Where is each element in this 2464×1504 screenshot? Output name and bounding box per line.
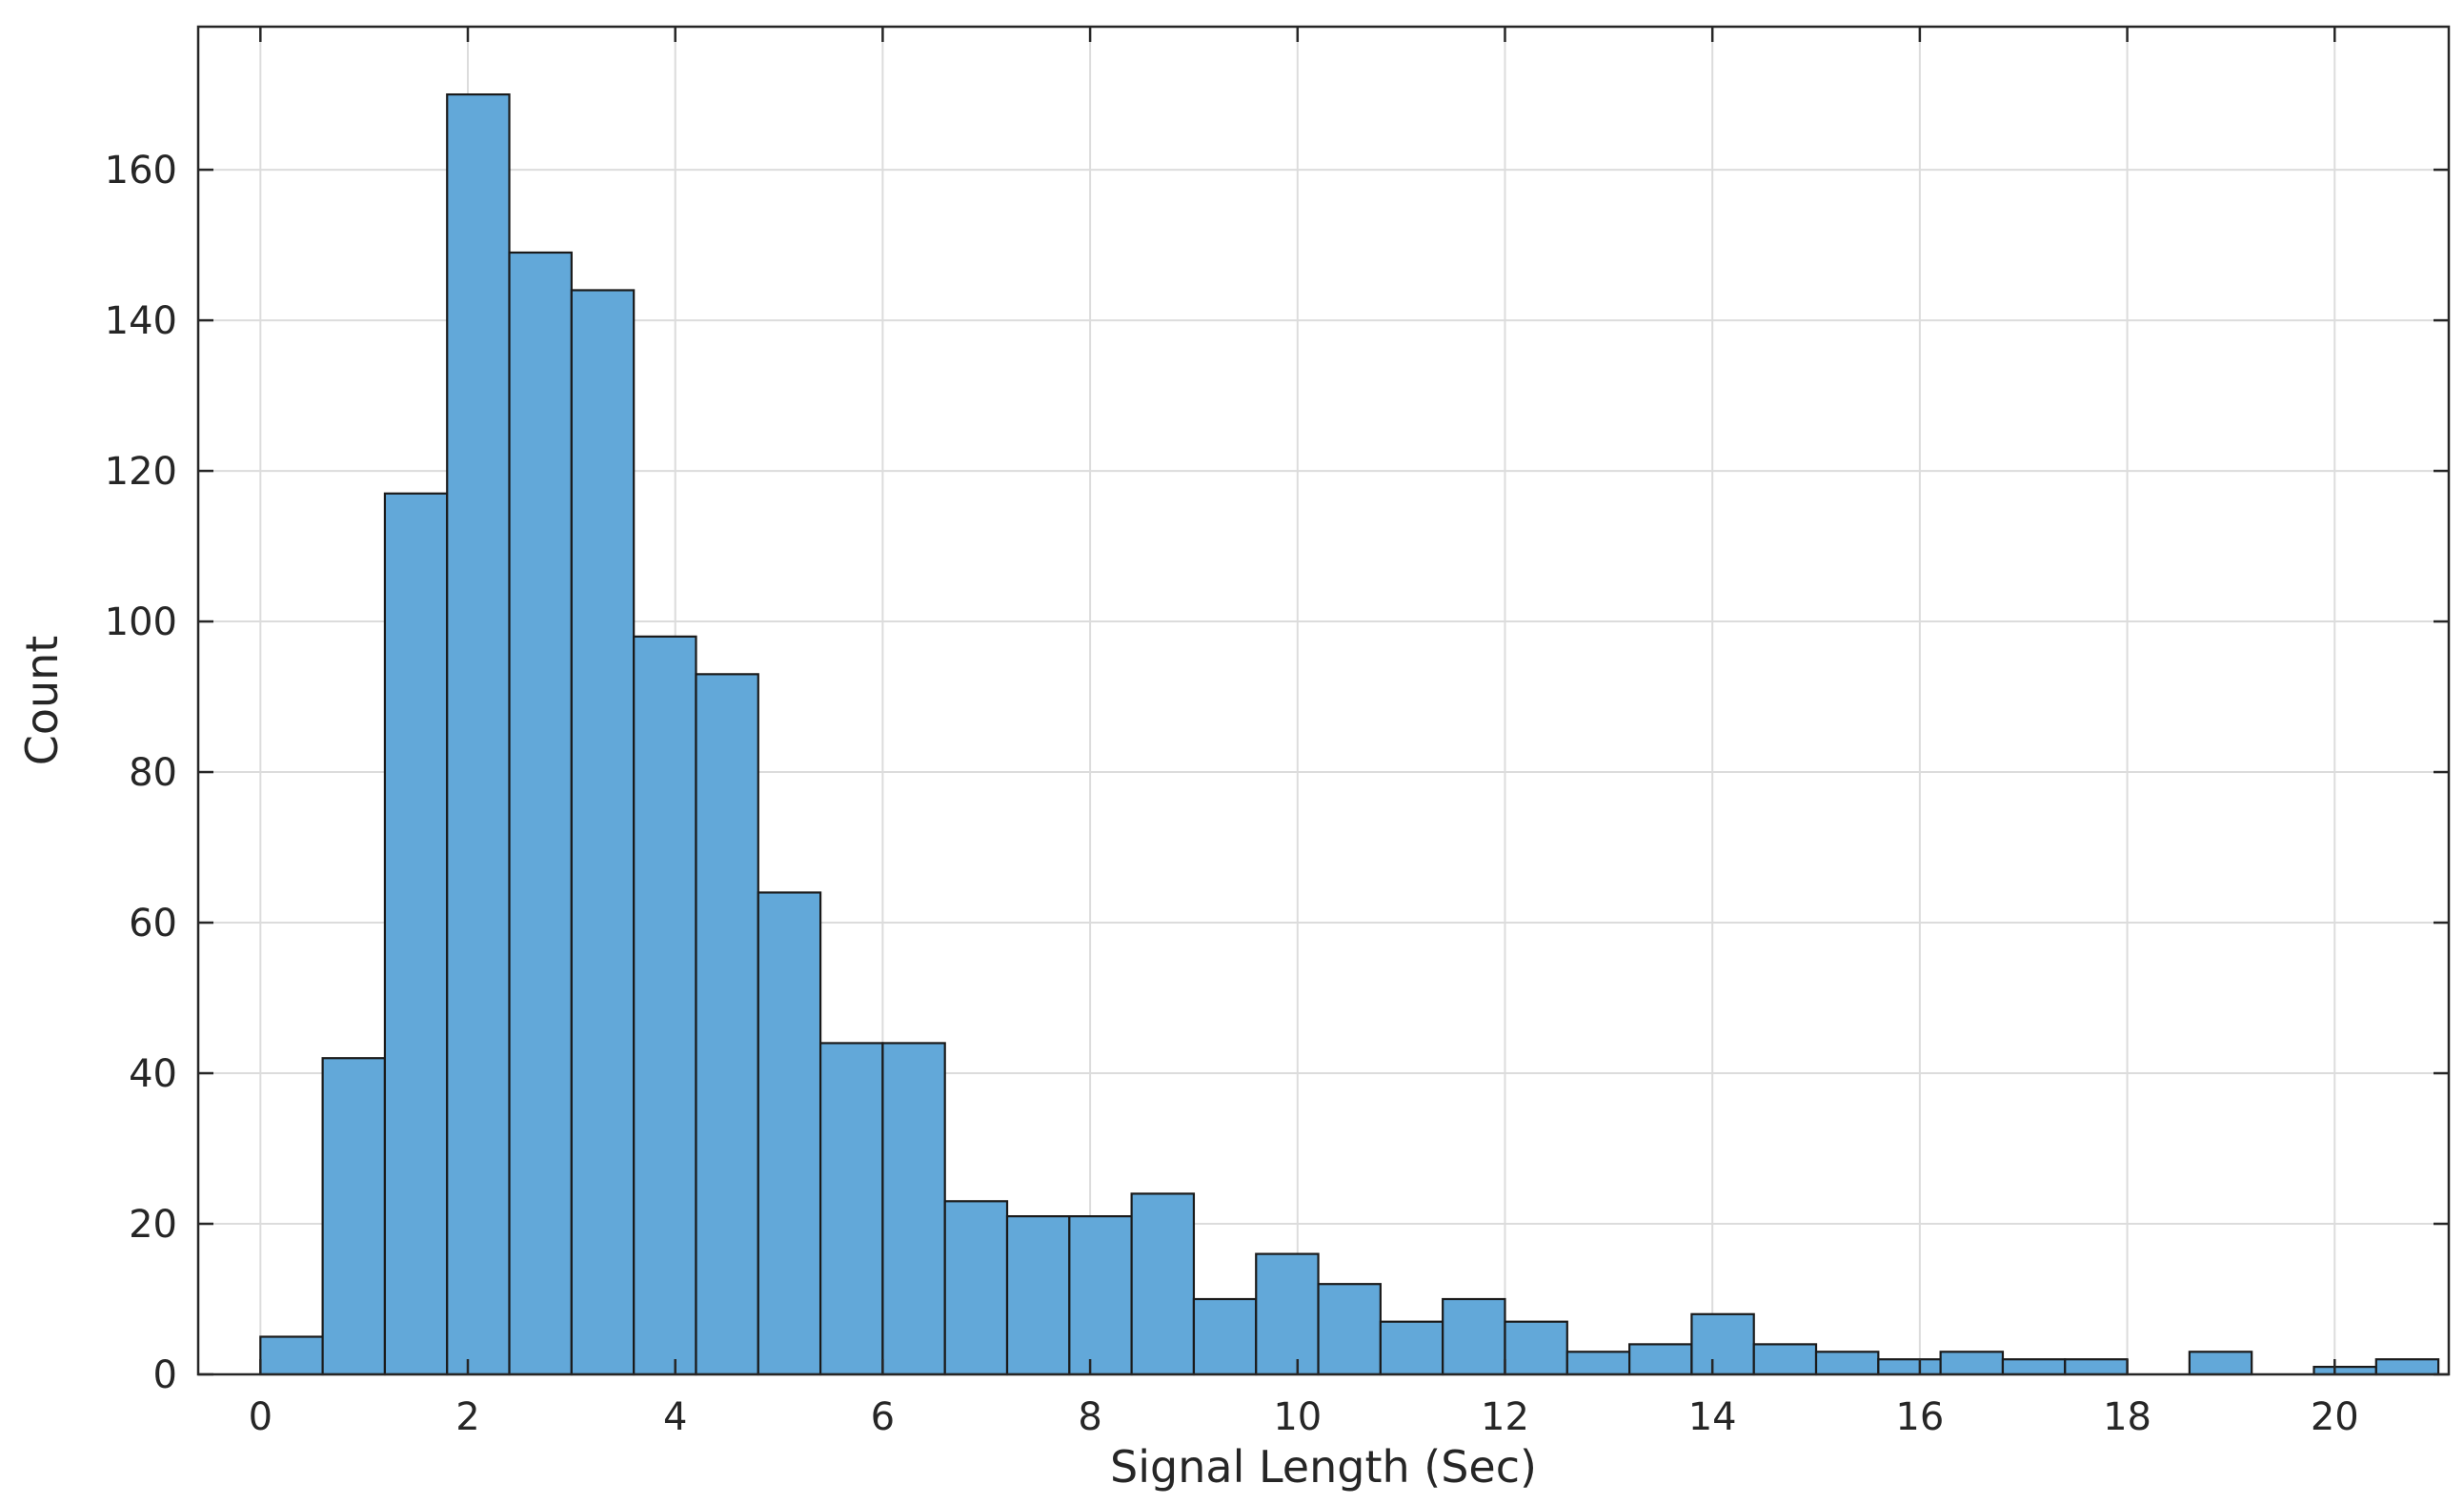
x-tick-label: 6 — [871, 1395, 895, 1439]
y-tick-label: 80 — [129, 751, 177, 795]
histogram-bars — [259, 92, 2440, 1376]
histogram-bar — [2064, 1358, 2129, 1376]
histogram-bar — [1255, 1252, 1320, 1376]
histogram-bar — [1504, 1320, 1568, 1376]
histogram-bar — [881, 1042, 946, 1376]
histogram-bar — [757, 891, 822, 1376]
histogram-bar — [1317, 1283, 1382, 1376]
histogram-bar — [633, 635, 697, 1376]
y-tick-label: 40 — [129, 1052, 177, 1096]
x-tick-label: 0 — [249, 1395, 273, 1439]
y-tick-label: 0 — [153, 1353, 177, 1397]
y-tick-labels: 0 20 40 60 80 100 120 140 160 — [105, 149, 177, 1397]
histogram-bar — [1130, 1192, 1196, 1376]
x-tick-label: 12 — [1481, 1395, 1529, 1439]
histogram-bar — [1690, 1312, 1755, 1376]
histogram-bar — [1565, 1351, 1631, 1376]
y-tick-label: 140 — [105, 299, 177, 343]
histogram-bar — [2001, 1358, 2067, 1376]
x-tick-label: 10 — [1273, 1395, 1322, 1439]
histogram-bar — [259, 1335, 324, 1376]
histogram-bar — [321, 1057, 387, 1376]
histogram-bar — [943, 1200, 1009, 1376]
axis-ticks — [198, 27, 2449, 1376]
histogram-bar — [1005, 1215, 1071, 1376]
x-tick-label: 18 — [2103, 1395, 2151, 1439]
histogram-bar — [818, 1042, 884, 1376]
grid-lines — [198, 27, 2449, 1375]
y-tick-label: 60 — [129, 902, 177, 945]
histogram-bar — [1628, 1343, 1693, 1376]
x-tick-label: 20 — [2311, 1395, 2359, 1439]
x-tick-label: 4 — [663, 1395, 687, 1439]
histogram-bar — [1192, 1297, 1258, 1376]
x-tick-label: 8 — [1078, 1395, 1101, 1439]
x-tick-label: 16 — [1895, 1395, 1944, 1439]
histogram-bar — [1442, 1297, 1506, 1376]
histogram-bar — [2188, 1351, 2253, 1376]
x-tick-label: 2 — [455, 1395, 479, 1439]
y-tick-label: 20 — [129, 1203, 177, 1247]
histogram-bar — [1814, 1351, 1880, 1376]
histogram-bar — [1068, 1215, 1133, 1376]
x-tick-labels: 0 2 4 6 8 10 12 14 16 18 20 — [249, 1395, 2359, 1439]
histogram-bar — [2374, 1358, 2440, 1376]
y-tick-label: 100 — [105, 600, 177, 644]
histogram-bar — [1752, 1343, 1818, 1376]
histogram-bar — [446, 92, 511, 1376]
histogram-bar — [508, 251, 573, 1376]
y-tick-label: 160 — [105, 149, 177, 193]
y-axis-label: Count — [16, 636, 68, 766]
histogram-bar — [1379, 1320, 1444, 1376]
histogram-bar — [570, 289, 636, 1376]
plot-frame — [196, 25, 2451, 1376]
x-tick-label: 14 — [1688, 1395, 1737, 1439]
histogram-bar — [695, 673, 759, 1376]
y-tick-label: 120 — [105, 450, 177, 494]
histogram-bar — [1877, 1358, 1942, 1376]
histogram-bar — [383, 492, 449, 1376]
histogram-bar — [1939, 1351, 2005, 1376]
x-axis-label: Signal Length (Sec) — [1110, 1441, 1537, 1493]
